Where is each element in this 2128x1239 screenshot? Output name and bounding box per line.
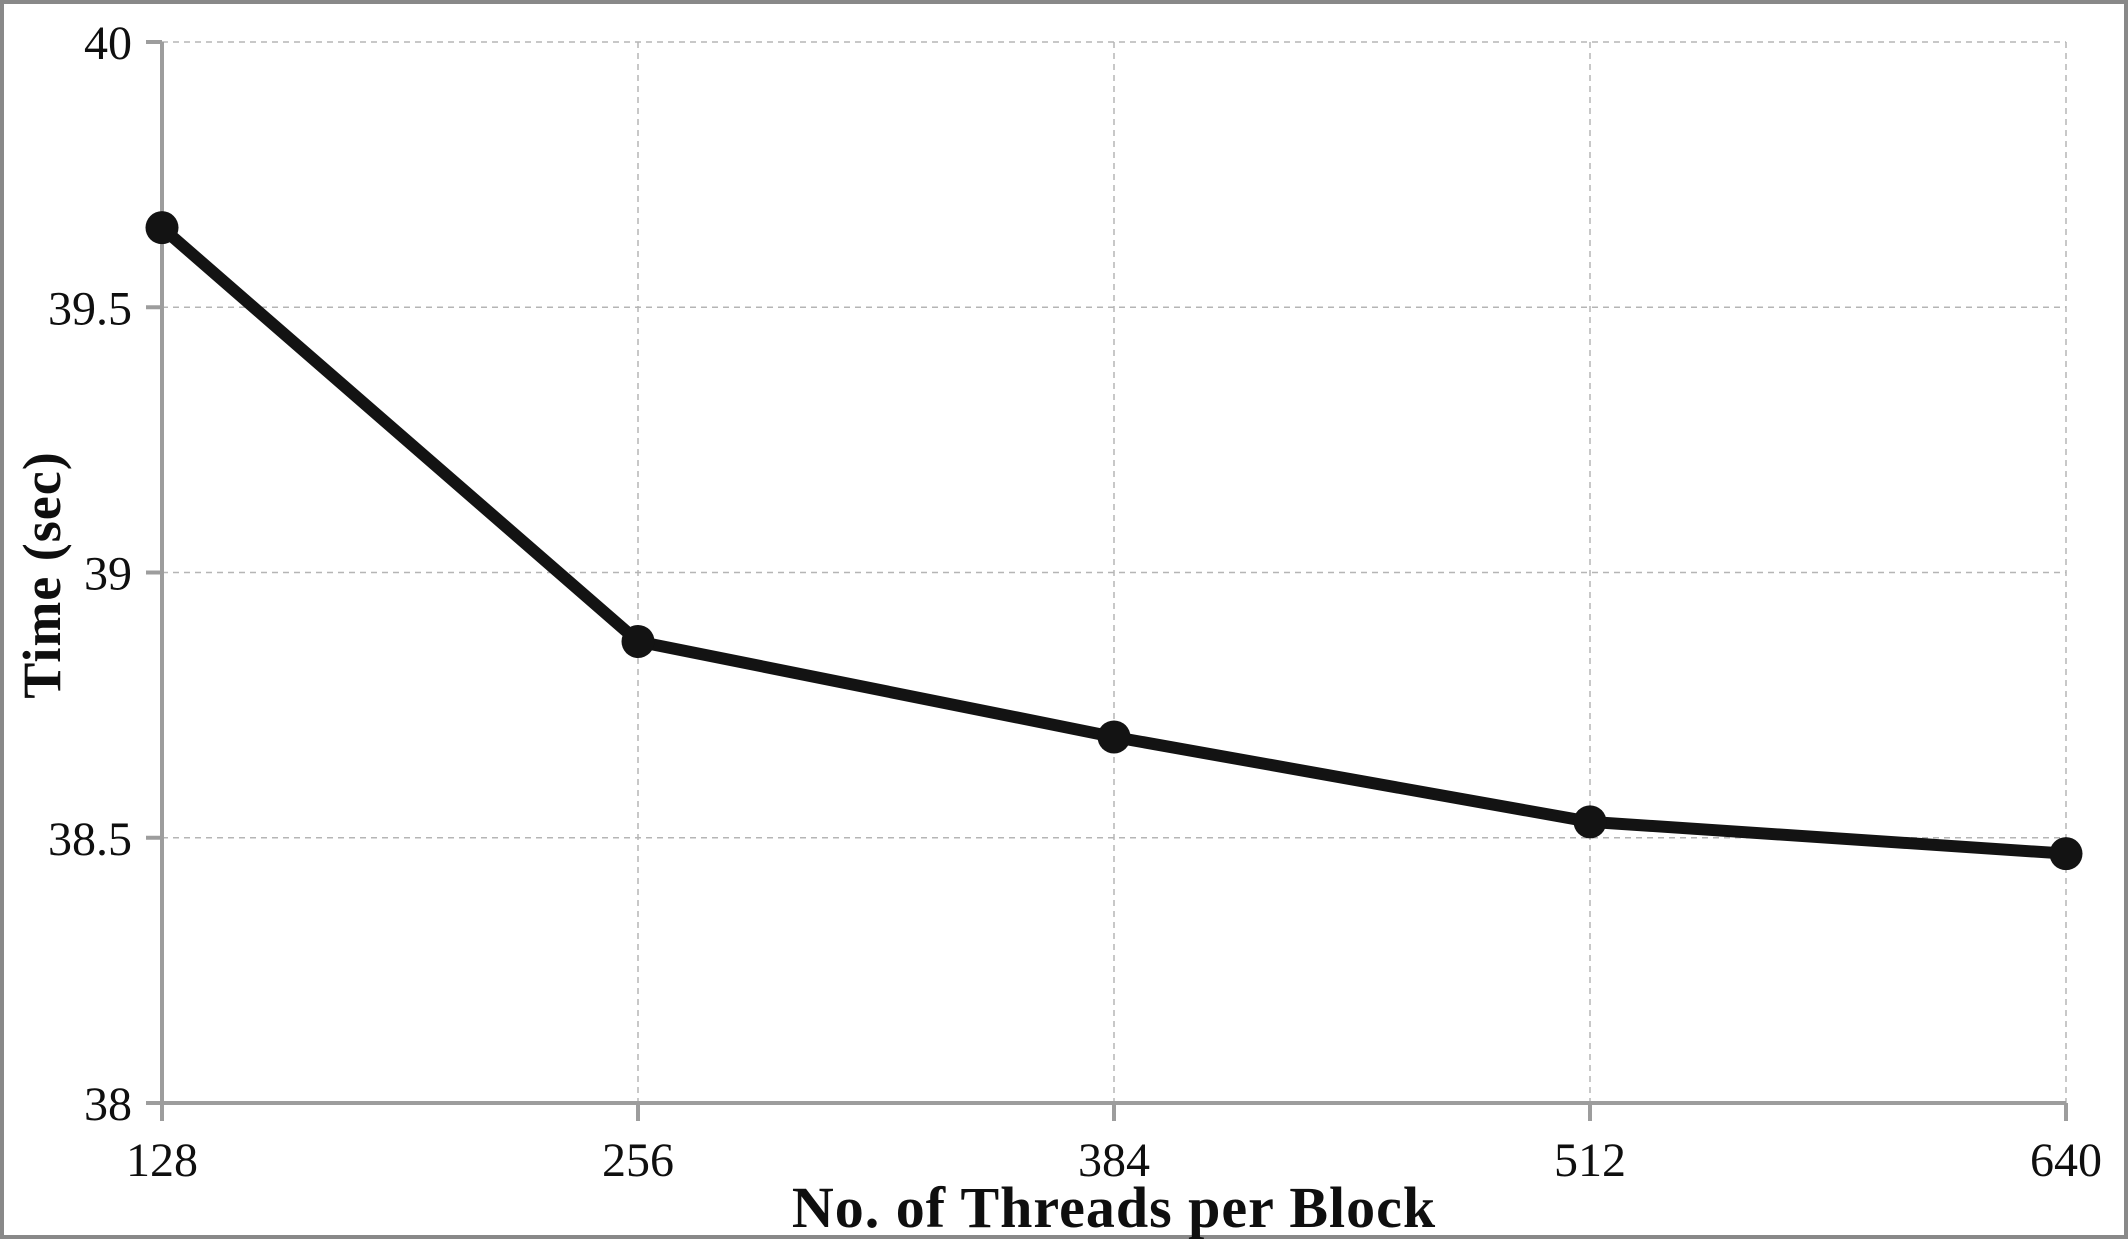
y-tick-label: 38: [84, 1078, 132, 1131]
x-tick-label: 256: [602, 1134, 674, 1187]
x-tick-label: 512: [1554, 1134, 1626, 1187]
data-point: [1573, 805, 1607, 839]
y-tick-label: 38.5: [48, 813, 132, 866]
x-tick-label: 640: [2030, 1134, 2102, 1187]
y-axis-title: Time (sec): [12, 451, 72, 699]
x-axis-title: No. of Threads per Block: [791, 1175, 1437, 1239]
y-tick-label: 39: [84, 548, 132, 601]
data-point: [2049, 837, 2083, 871]
x-tick-label: 128: [126, 1134, 198, 1187]
data-point: [621, 624, 655, 658]
data-point: [145, 211, 179, 245]
y-tick-label: 39.5: [48, 282, 132, 335]
x-tick-label: 384: [1078, 1134, 1150, 1187]
data-point: [1097, 720, 1131, 754]
y-tick-label: 40: [84, 17, 132, 70]
